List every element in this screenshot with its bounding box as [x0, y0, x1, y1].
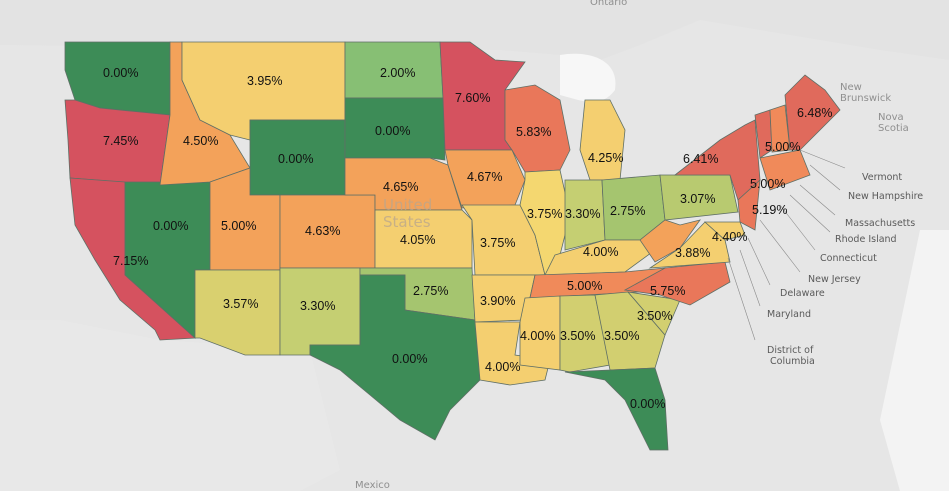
value-VA: 3.88% [675, 246, 710, 260]
state-GA[interactable] [594, 291, 666, 371]
new-jersey-callout [759, 219, 801, 273]
value-CO: 4.63% [305, 224, 340, 238]
value-ID: 4.50% [183, 134, 218, 148]
atlantic-ocean [880, 230, 949, 491]
state-SD[interactable] [344, 97, 446, 161]
connecticut-callout [779, 204, 816, 251]
label-massachusetts: Massachusetts [845, 218, 915, 229]
value-NY: 6.41% [683, 152, 718, 166]
value-ME: 6.48% [797, 106, 832, 120]
value-IA: 4.67% [467, 170, 502, 184]
value-SC: 3.50% [637, 309, 672, 323]
value-OH: 2.75% [610, 204, 645, 218]
label-new-jersey: New Jersey [808, 274, 861, 285]
label-maryland: Maryland [767, 309, 811, 320]
nova-scotia-label: Nova Scotia [878, 112, 909, 134]
state-FL[interactable] [564, 367, 669, 451]
value-labels: 0.00% 7.45% 7.15% 0.00% 4.50% 3.95% 0.00… [103, 66, 832, 411]
value-AL: 3.50% [560, 329, 595, 343]
state-NC[interactable] [623, 261, 731, 306]
state-AL[interactable] [559, 294, 611, 373]
value-ND: 2.00% [380, 66, 415, 80]
value-TX: 0.00% [392, 352, 427, 366]
label-rhode-island: Rhode Island [835, 234, 897, 245]
value-WY: 0.00% [278, 152, 313, 166]
value-NM: 3.30% [300, 299, 335, 313]
value-IN: 3.30% [565, 207, 600, 221]
delaware-callout [747, 237, 771, 286]
maryland-callout [739, 249, 761, 307]
value-NV: 0.00% [153, 219, 188, 233]
value-OK: 2.75% [413, 284, 448, 298]
value-KY: 4.00% [583, 245, 618, 259]
value-CA: 7.15% [113, 254, 148, 268]
value-MT: 3.95% [247, 74, 282, 88]
state-NY[interactable] [673, 119, 761, 201]
value-WI: 5.83% [516, 125, 551, 139]
dc-callout [727, 257, 756, 341]
value-IL: 3.75% [527, 207, 562, 221]
mexico-region [0, 320, 340, 491]
callout-lines [727, 149, 846, 341]
callout-labels: Vermont New Hampshire Massachusetts Rhod… [767, 172, 923, 367]
state-SC[interactable] [626, 291, 681, 336]
state-NJ[interactable] [737, 179, 761, 231]
value-AZ: 3.57% [223, 297, 258, 311]
new-hampshire-callout [809, 164, 841, 191]
state-MS[interactable] [519, 295, 561, 371]
value-NE: 4.65% [383, 180, 418, 194]
value-MA: 5.00% [750, 177, 785, 191]
value-NH: 5.00% [765, 140, 800, 154]
value-FL: 0.00% [630, 397, 665, 411]
label-vermont: Vermont [862, 172, 902, 183]
lake-superior [560, 53, 616, 102]
value-WA: 0.00% [103, 66, 138, 80]
label-district-of-columbia: District of Columbia [767, 345, 816, 367]
label-connecticut: Connecticut [820, 253, 877, 264]
new-brunswick-label: New Brunswick [840, 82, 891, 104]
massachusetts-callout [799, 184, 836, 216]
value-MO: 3.75% [480, 236, 515, 250]
value-UT: 5.00% [221, 219, 256, 233]
value-MS: 4.00% [520, 329, 555, 343]
state-KS[interactable] [374, 209, 473, 269]
states-layer [64, 41, 841, 451]
state-LA[interactable] [474, 321, 551, 386]
label-new-hampshire: New Hampshire [848, 191, 923, 202]
label-delaware: Delaware [780, 288, 825, 299]
value-SD: 0.00% [375, 124, 410, 138]
value-MD: 4.40% [712, 230, 747, 244]
mexico-label: Mexico [355, 480, 390, 491]
value-GA: 3.50% [604, 329, 639, 343]
ontario-label: Ontario [590, 0, 627, 8]
state-MD[interactable] [703, 221, 746, 241]
state-MA[interactable] [759, 149, 811, 191]
value-OR: 7.45% [103, 134, 138, 148]
value-AR: 3.90% [480, 294, 515, 308]
rhode-island-callout [789, 194, 831, 233]
value-LA: 4.00% [485, 360, 520, 374]
state-TX[interactable] [309, 274, 481, 441]
value-PA: 3.07% [680, 192, 715, 206]
value-NJ: 5.19% [752, 203, 787, 217]
value-NC: 5.75% [650, 284, 685, 298]
vermont-callout [799, 149, 846, 169]
value-MI: 4.25% [588, 151, 623, 165]
state-ME[interactable] [784, 74, 841, 151]
value-MN: 7.60% [455, 91, 490, 105]
value-KS: 4.05% [400, 233, 435, 247]
united-states-label: United States [383, 196, 432, 231]
value-TN: 5.00% [567, 279, 602, 293]
